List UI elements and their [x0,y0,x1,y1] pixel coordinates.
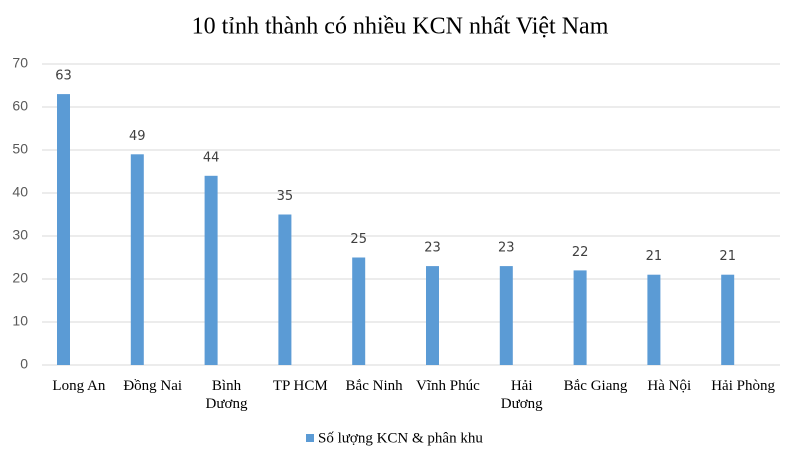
y-tick-label: 10 [12,313,28,329]
x-tick-label: Bắc Giang [563,378,628,394]
bar [721,274,735,365]
data-label: 23 [498,241,515,256]
legend-swatch [306,434,314,442]
y-tick-label: 70 [12,55,28,71]
x-tick-label: Hà Nội [647,378,692,394]
x-tick-label: Hải Dương [500,378,543,412]
x-tick-label: Bắc Ninh [345,378,403,394]
y-tick-label: 40 [12,184,28,200]
y-tick-label: 50 [12,141,28,157]
x-tick-label: Long An [52,378,106,394]
data-label: 21 [646,249,663,264]
data-label: 21 [719,249,736,264]
y-tick-label: 0 [20,356,28,372]
bar [352,257,366,365]
data-label: 44 [203,150,220,165]
y-tick-label: 60 [12,98,28,114]
data-label: 63 [55,69,72,84]
bar [57,94,70,365]
bar [204,175,218,365]
data-label: 25 [350,232,367,247]
data-label: 22 [572,245,589,260]
data-label: 23 [424,241,441,256]
y-tick-label: 30 [12,227,28,243]
y-tick-label: 20 [12,270,28,286]
x-tick-label: Bình Dương [205,378,248,412]
bar [499,266,513,365]
bar [426,266,439,365]
bar [130,154,144,365]
x-tick-label: Đồng Nai [123,378,183,394]
chart-title: 10 tỉnh thành có nhiều KCN nhất Việt Nam [192,14,609,40]
x-tick-label: TP HCM [272,378,328,394]
bar [647,274,661,365]
bar [278,214,292,365]
legend-label: Số lượng KCN & phân khu [318,430,483,446]
x-tick-label: Vĩnh Phúc [416,378,480,394]
data-label: 35 [277,189,294,204]
data-label: 49 [129,129,146,144]
bar [573,270,587,365]
x-tick-label: Hải Phòng [711,378,775,394]
